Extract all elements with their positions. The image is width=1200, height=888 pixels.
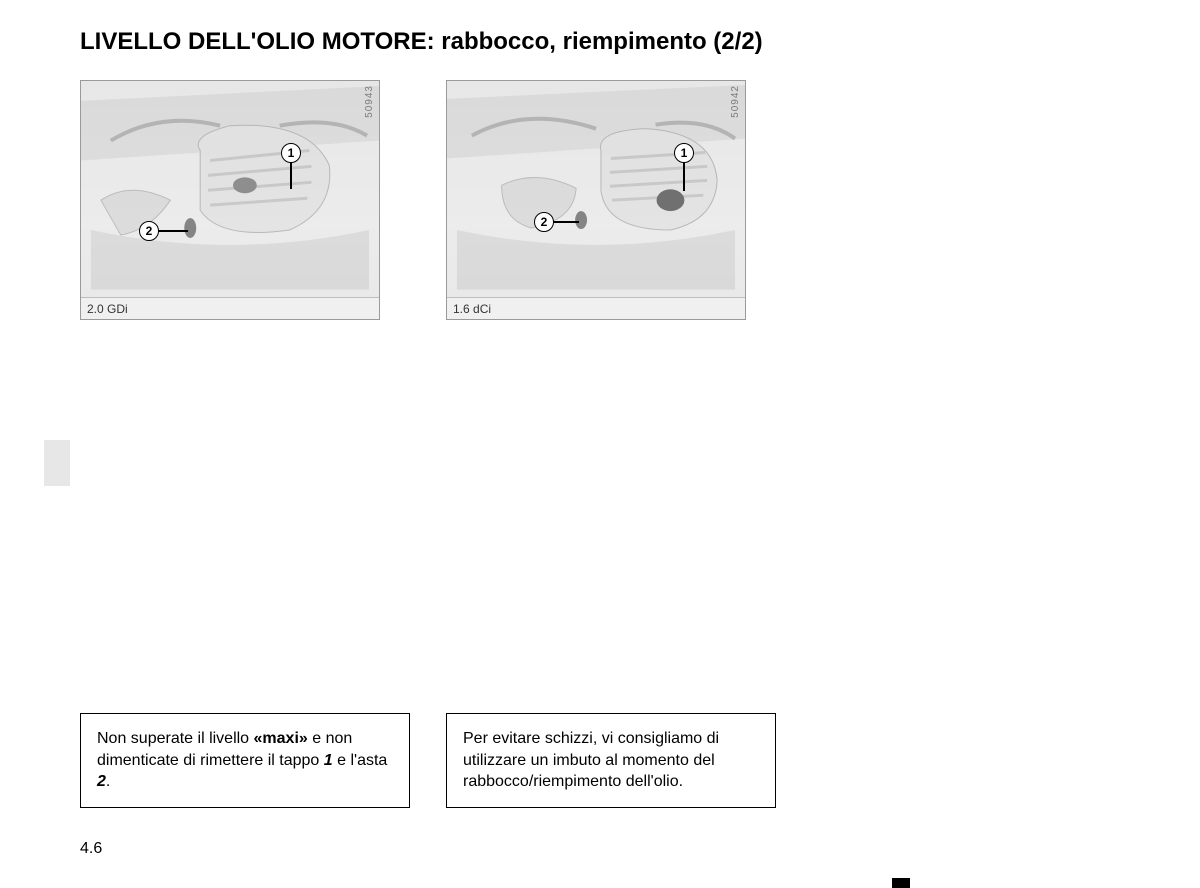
callout-2: 2 (139, 221, 159, 241)
leader-line (683, 161, 685, 191)
note-ref-2: 2 (97, 773, 106, 790)
note-box-left: Non superate il livello «maxi» e non dim… (80, 713, 410, 808)
figure-code-2: 50942 (730, 85, 741, 118)
figure-column-right: 50942 1 2 1.6 dCi (446, 80, 776, 320)
note-text: Non superate il livello (97, 730, 254, 747)
note-box-right: Per evitare schizzi, vi consigliamo di u… (446, 713, 776, 808)
callout-1: 1 (281, 143, 301, 163)
figure-code-1: 50943 (364, 85, 375, 118)
crop-mark (892, 878, 910, 888)
page-content: LIVELLO DELL'OLIO MOTORE: rabbocco, riem… (80, 28, 1160, 320)
leader-line (290, 161, 292, 189)
note-text: . (106, 773, 110, 790)
figure-caption-2: 1.6 dCi (447, 297, 745, 319)
figure-caption-1: 2.0 GDi (81, 297, 379, 319)
note-text: e l'asta (333, 752, 388, 769)
callout-2: 2 (534, 212, 554, 232)
figure-column-left: 50943 1 2 2.0 GDi (80, 80, 410, 320)
note-maxi: «maxi» (254, 730, 308, 747)
page-title: LIVELLO DELL'OLIO MOTORE: rabbocco, riem… (80, 28, 1160, 56)
leader-line (553, 221, 579, 223)
engine-illustration-2 (447, 81, 745, 298)
chapter-tab (44, 440, 70, 486)
engine-illustration-1 (81, 81, 379, 298)
notes-row: Non superate il livello «maxi» e non dim… (80, 713, 776, 808)
page-number: 4.6 (80, 840, 102, 858)
leader-line (158, 230, 188, 232)
engine-figure-1: 50943 1 2 2.0 GDi (80, 80, 380, 320)
figure-row: 50943 1 2 2.0 GDi (80, 80, 1160, 320)
note-ref-1: 1 (324, 752, 333, 769)
callout-1: 1 (674, 143, 694, 163)
engine-figure-2: 50942 1 2 1.6 dCi (446, 80, 746, 320)
